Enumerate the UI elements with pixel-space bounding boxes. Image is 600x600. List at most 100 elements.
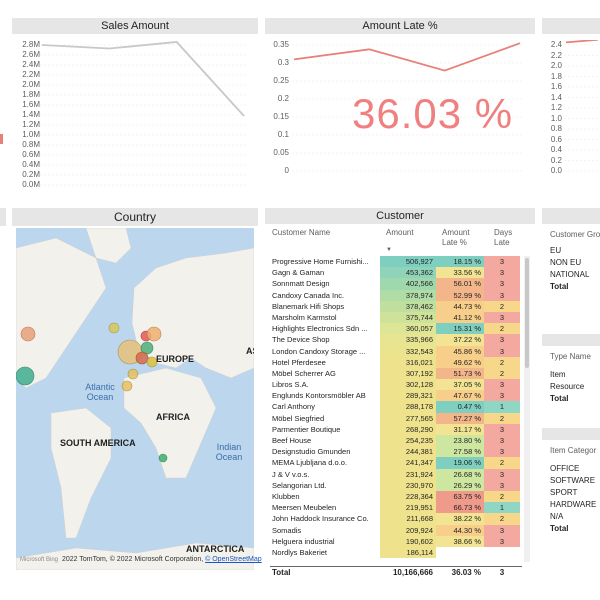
- third-y-tick: 1.6: [550, 82, 562, 91]
- left-edge-accent: [0, 134, 3, 144]
- cell-amount: 506,927: [380, 256, 436, 268]
- table-row[interactable]: Helguera industrial 190,602 38.66 % 3: [270, 535, 522, 547]
- table-row[interactable]: Libros S.A. 302,128 37.05 % 3: [270, 379, 522, 391]
- table-row[interactable]: J & V v.o.s. 231,924 26.68 % 3: [270, 468, 522, 480]
- table-row[interactable]: Hotel Pferdesee 316,021 49.62 % 2: [270, 356, 522, 368]
- category-office[interactable]: OFFICE: [550, 464, 580, 473]
- cell-days-late: 3: [484, 390, 520, 402]
- country-map[interactable]: EUROPE AFRICA SOUTH AMERICA ANTARCTICA A…: [16, 228, 254, 570]
- cell-late-pct: 26.29 %: [436, 479, 484, 491]
- third-chart-title: [542, 18, 600, 34]
- sales-y-tick: 2.0M: [22, 80, 40, 89]
- category-software[interactable]: SOFTWARE: [550, 476, 596, 485]
- table-row[interactable]: Klubben 228,364 63.75 % 2: [270, 490, 522, 503]
- category-hardware[interactable]: HARDWARE: [550, 500, 597, 509]
- third-chart: [564, 40, 600, 172]
- third-y-tick: 1.0: [550, 113, 562, 123]
- cell-days-late: 3: [484, 423, 520, 435]
- table-row[interactable]: Nordlys Bakeriet 186,114: [270, 546, 522, 559]
- table-row[interactable]: Designstudio Gmunden 244,381 27.58 % 3: [270, 446, 522, 458]
- cell-days-late: [484, 547, 520, 558]
- cell-customer-name: Möbel Scherrer AG: [272, 368, 336, 378]
- bubble-europe-central: [140, 341, 154, 355]
- table-scrollbar[interactable]: [524, 256, 530, 562]
- cell-amount: 241,347: [380, 457, 436, 469]
- table-row[interactable]: Gagn & Gaman 453,362 33.56 % 3: [270, 267, 522, 279]
- cell-customer-name: Englunds Kontorsmöbler AB: [272, 391, 366, 401]
- late-y-axis: 0.35 0.3 0.25 0.2 0.15 0.1 0.05 0: [265, 40, 289, 180]
- cell-customer-name: Parmentier Boutique: [272, 424, 341, 434]
- col-amount-late[interactable]: Amount Late %: [442, 228, 470, 247]
- table-row[interactable]: Parmentier Boutique 268,290 31.17 % 3: [270, 423, 522, 435]
- late-y-tick: 0: [284, 166, 289, 175]
- cell-amount: 402,566: [380, 278, 436, 290]
- cell-customer-name: Marsholm Karmstol: [272, 312, 337, 322]
- table-row[interactable]: Möbel Siegfried 277,565 57.27 % 2: [270, 412, 522, 424]
- cell-customer-name: Carl Anthony: [272, 402, 315, 412]
- table-row[interactable]: Meersen Meubelen 219,951 66.73 % 1: [270, 502, 522, 514]
- table-row[interactable]: Progressive Home Furnishi... 506,927 18.15…: [270, 256, 522, 268]
- cell-customer-name: Libros S.A.: [272, 380, 309, 390]
- third-y-tick: 0.0: [550, 166, 562, 175]
- group-national[interactable]: NATIONAL: [550, 270, 590, 279]
- table-row[interactable]: Candoxy Canada Inc. 378,974 52.99 % 3: [270, 289, 522, 301]
- category-na[interactable]: N/A: [550, 512, 564, 521]
- cell-amount: 378,462: [380, 300, 436, 312]
- cell-customer-name: Selangorian Ltd.: [272, 480, 327, 490]
- cell-late-pct: 38.22 %: [436, 513, 484, 525]
- category-sport[interactable]: SPORT: [550, 488, 578, 497]
- table-row[interactable]: Somadis 209,924 44.30 % 3: [270, 524, 522, 536]
- table-row[interactable]: MEMA Ljubljana d.o.o. 241,347 19.06 % 2: [270, 457, 522, 469]
- bing-logo: Microsoft Bing: [20, 557, 59, 563]
- cell-late-pct: 26.68 %: [436, 468, 484, 480]
- table-row[interactable]: Englunds Kontorsmöbler AB 289,321 47.67 % 3: [270, 390, 522, 402]
- table-row[interactable]: Highlights Electronics Sdn ... 360,057 15.…: [270, 323, 522, 335]
- col-days-late[interactable]: Days Late: [494, 228, 513, 247]
- table-row[interactable]: London Candoxy Storage ... 332,543 45.86 %…: [270, 345, 522, 357]
- type-name-header[interactable]: Type Name: [550, 352, 591, 361]
- cell-late-pct: 18.15 %: [436, 256, 484, 268]
- amount-late-chart: [292, 42, 522, 172]
- cell-amount: 277,565: [380, 412, 436, 424]
- sales-y-tick: 2.2M: [22, 70, 40, 79]
- cell-amount: 378,974: [380, 289, 436, 301]
- cell-customer-name: Designstudio Gmunden: [272, 447, 351, 457]
- col-amount[interactable]: Amount: [386, 228, 414, 237]
- cell-customer-name: Highlights Electronics Sdn ...: [272, 324, 368, 334]
- item-category-header[interactable]: Item Categor: [550, 446, 597, 455]
- cell-late-pct: 52.99 %: [436, 289, 484, 301]
- cell-days-late: 3: [484, 435, 520, 447]
- table-row[interactable]: Sonnmatt Design 402,566 56.01 % 3: [270, 278, 522, 290]
- cell-amount: 209,924: [380, 524, 436, 536]
- table-row[interactable]: Marsholm Karmstol 375,744 41.12 % 3: [270, 311, 522, 324]
- col-customer-name[interactable]: Customer Name: [272, 228, 331, 237]
- sales-y-tick: 1.4M: [22, 110, 40, 119]
- sales-amount-chart: [40, 41, 246, 186]
- type-item[interactable]: Item: [550, 370, 566, 379]
- table-row[interactable]: Beef House 254,235 23.80 % 3: [270, 435, 522, 447]
- amount-late-title: Amount Late %: [265, 18, 535, 34]
- type-resource[interactable]: Resource: [550, 382, 585, 391]
- bubble-europe-se: [146, 356, 158, 368]
- category-total: Total: [550, 524, 569, 533]
- table-row[interactable]: The Device Shop 335,966 37.22 % 3: [270, 334, 522, 346]
- table-row[interactable]: Blanemark Hifi Shops 378,462 44.73 % 2: [270, 300, 522, 312]
- table-scroll-thumb[interactable]: [525, 258, 529, 368]
- cell-days-late: 3: [484, 289, 520, 301]
- cell-amount: 231,924: [380, 468, 436, 480]
- group-non-eu[interactable]: NON EU: [550, 258, 582, 267]
- cell-days-late: 2: [484, 323, 520, 335]
- group-eu[interactable]: EU: [550, 246, 562, 255]
- table-row[interactable]: John Haddock Insurance Co. 211,668 38.22 %…: [270, 513, 522, 525]
- table-row[interactable]: Möbel Scherrer AG 307,192 51.73 % 2: [270, 367, 522, 380]
- cell-late-pct: 56.01 %: [436, 278, 484, 290]
- openstreetmap-link[interactable]: © OpenStreetMap: [205, 556, 262, 563]
- cell-days-late: 2: [484, 412, 520, 424]
- customer-group-header[interactable]: Customer Gro: [550, 230, 600, 239]
- left-partial-panel: [0, 208, 6, 226]
- table-row[interactable]: Selangorian Ltd. 230,970 26.29 % 3: [270, 479, 522, 491]
- table-row[interactable]: Carl Anthony 288,178 0.47 % 1: [270, 401, 522, 413]
- cell-amount: 211,668: [380, 513, 436, 525]
- country-title: Country: [12, 208, 258, 226]
- customer-table-body[interactable]: Progressive Home Furnishi... 506,927 18.15…: [270, 256, 522, 562]
